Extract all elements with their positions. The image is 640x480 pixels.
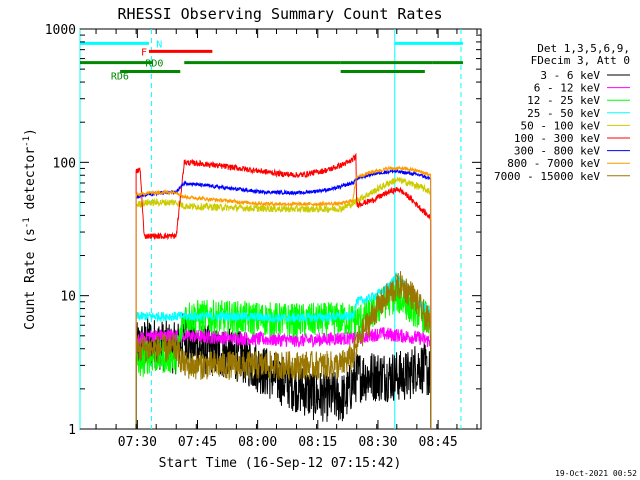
legend-header-1: Det 1,3,5,6,9, [537, 42, 630, 55]
legend-label: 7000 - 15000 keV [494, 170, 600, 183]
series-line-7 [135, 165, 432, 430]
y-label-sup-2: -1 [22, 136, 32, 147]
series-line-6 [135, 168, 432, 430]
series-line-3 [135, 272, 432, 430]
legend-label: 300 - 800 keV [514, 145, 600, 158]
decim-flag-label-b: RD6 [111, 72, 129, 83]
legend-label: 6 - 12 keV [534, 82, 601, 95]
x-tick-label: 07:30 [118, 435, 157, 450]
y-tick-label: 1 [68, 423, 76, 438]
legend-label: 25 - 50 keV [527, 107, 600, 120]
x-axis-label-group: Start Time (16-Sep-12 07:15:42) [159, 456, 402, 471]
series-line-8 [135, 271, 432, 430]
night-flag-label: N [156, 39, 162, 50]
x-tick-label: 07:45 [178, 435, 217, 450]
y-axis-label-group: Count Rate (s-1 detector-1) [22, 128, 38, 330]
y-tick-label: 1000 [45, 23, 76, 38]
legend-header-2: FDecim 3, Att 0 [531, 54, 630, 67]
x-axis-label: Start Time (16-Sep-12 07:15:42) [159, 456, 402, 471]
x-tick-label: 08:00 [238, 435, 277, 450]
y-axis-label: Count Rate (s-1 detector-1) [22, 128, 38, 330]
x-axis: 07:30 07:45 08:00 08:15 08:30 08:45 [95, 29, 478, 450]
y-tick-label: 10 [60, 290, 76, 305]
legend-label: 50 - 100 keV [521, 119, 601, 132]
y-label-part-3: ) [23, 128, 38, 136]
decim-flag-label-a: RD0 [145, 59, 163, 70]
y-tick-label: 100 [53, 156, 76, 171]
x-tick-label: 08:45 [419, 435, 458, 450]
legend-label: 100 - 300 keV [514, 132, 600, 145]
y-label-part-2: detector [23, 147, 38, 218]
legend-label: 3 - 6 keV [540, 69, 600, 82]
series-line-5 [135, 152, 432, 430]
chart-title: RHESSI Observing Summary Count Rates [117, 5, 442, 23]
legend-label: 12 - 25 keV [527, 94, 600, 107]
x-tick-label: 08:15 [298, 435, 337, 450]
y-axis: 1 10 100 1000 [45, 23, 481, 438]
y-label-part-1: Count Rate (s [23, 228, 38, 330]
series-line-4 [135, 177, 432, 430]
y-label-sup-1: -1 [22, 217, 32, 228]
flare-flag-label: F [141, 47, 147, 58]
legend-label: 800 - 7000 keV [507, 157, 600, 170]
generation-timestamp: 19-Oct-2021 00:52 [555, 469, 637, 478]
legend: Det 1,3,5,6,9, FDecim 3, Att 0 3 - 6 keV… [494, 42, 630, 183]
series-line-1 [135, 327, 432, 430]
x-tick-label: 08:30 [358, 435, 397, 450]
